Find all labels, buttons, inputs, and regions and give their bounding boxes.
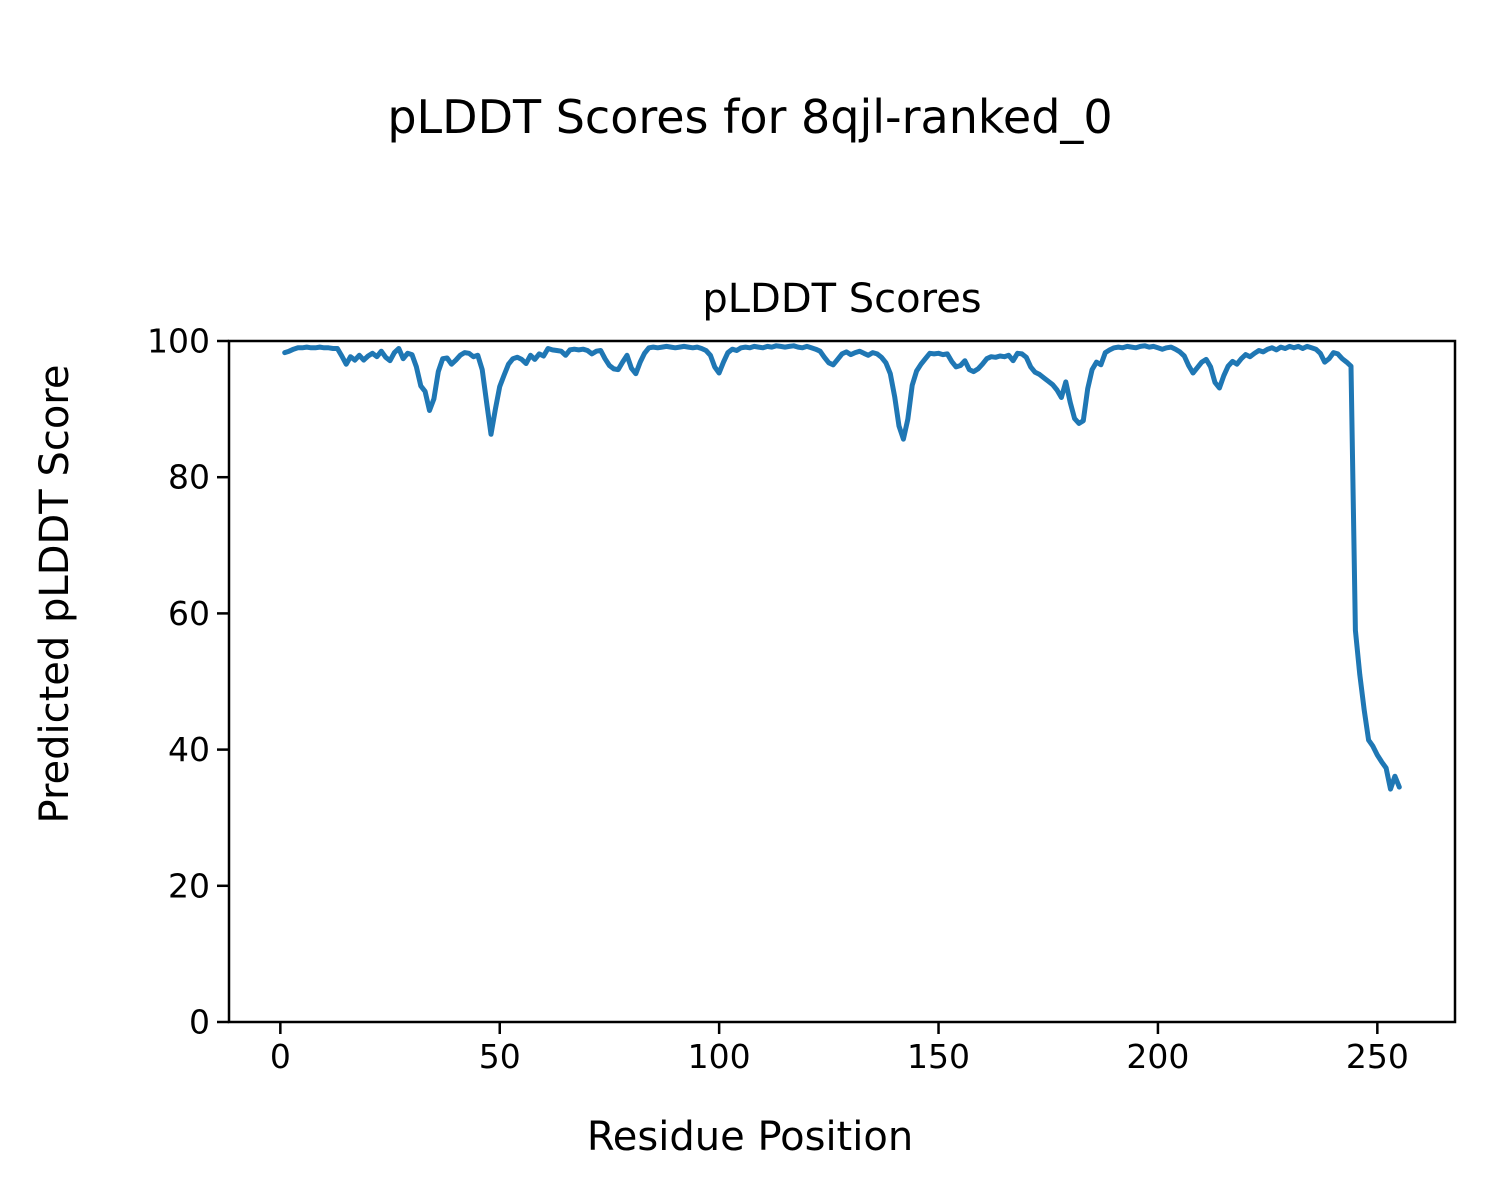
x-tick-label: 100	[688, 1037, 751, 1076]
axis-ticks: 0 50 100 150 200 250 0 20 40 60 80 100	[147, 322, 1409, 1077]
x-tick-label: 150	[907, 1037, 970, 1076]
plot-border	[227, 339, 1457, 1024]
x-tick-label: 0	[270, 1037, 291, 1076]
x-tick-label: 250	[1346, 1037, 1409, 1076]
axes-title: pLDDT Scores	[702, 276, 981, 322]
x-axis-label: Residue Position	[587, 1114, 913, 1160]
figure-title: pLDDT Scores for 8qjl-ranked_0	[387, 90, 1112, 144]
y-tick-label: 100	[147, 322, 210, 361]
y-tick-label: 20	[168, 866, 210, 905]
plddt-line	[282, 343, 1402, 792]
x-tick-label: 50	[479, 1037, 521, 1076]
y-axis-label: Predicted pLDDT Score	[32, 365, 78, 824]
y-tick-label: 40	[168, 730, 210, 769]
y-tick-label: 60	[168, 594, 210, 633]
y-tick-label: 80	[168, 458, 210, 497]
y-tick-label: 0	[189, 1003, 210, 1042]
x-tick-label: 200	[1126, 1037, 1189, 1076]
